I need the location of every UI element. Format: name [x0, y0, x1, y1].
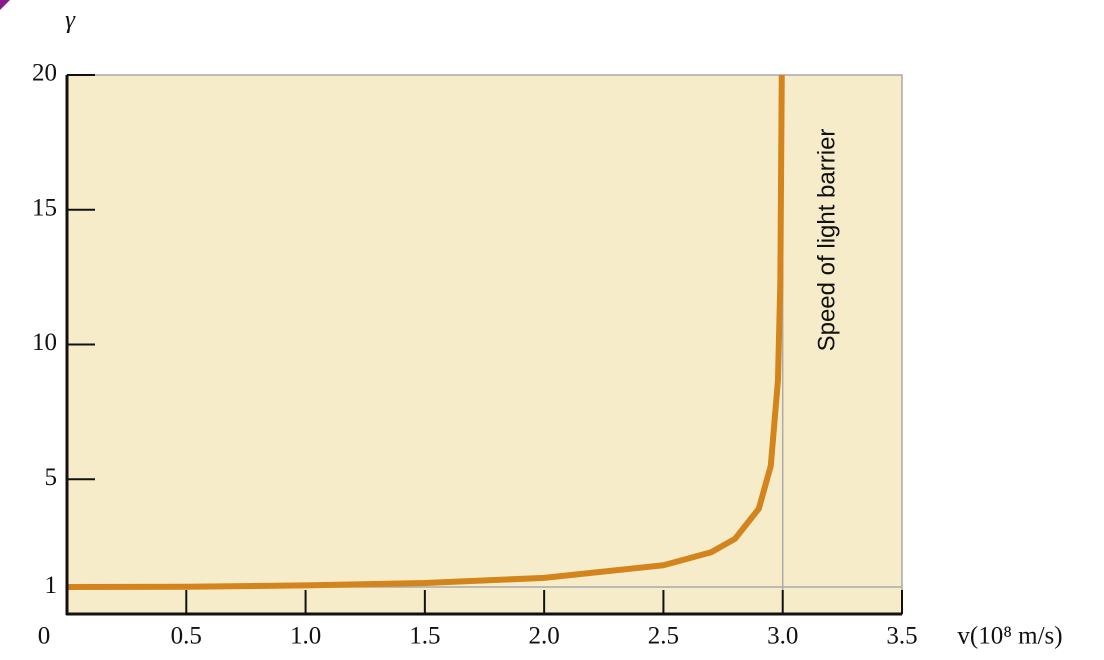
plot-area: [66, 74, 903, 615]
y-tick-label: 10: [32, 329, 57, 356]
y-tick-label: 1: [45, 572, 58, 599]
y-axis-label: γ: [65, 7, 76, 34]
x-tick-label: 0.5: [171, 623, 202, 650]
x-tick-label: 3.0: [767, 623, 798, 650]
y-tick-label: 15: [32, 194, 57, 221]
x-tick-label: 2.5: [648, 623, 679, 650]
annotation: Speed of light barrier: [813, 129, 840, 352]
data-line: [66, 74, 785, 591]
x-tick-label: 0: [38, 623, 51, 650]
x-tick-label: 3.5: [886, 623, 917, 650]
y-tick-label: 5: [45, 464, 58, 491]
y-tick-label: 20: [32, 60, 57, 87]
x-tick-label: 1.5: [409, 623, 440, 650]
x-tick-label: 1.0: [290, 623, 321, 650]
x-axis-label: v(10⁸ m/s): [957, 623, 1062, 650]
x-tick-label: 2.0: [529, 623, 560, 650]
corner-decoration: [0, 0, 10, 10]
